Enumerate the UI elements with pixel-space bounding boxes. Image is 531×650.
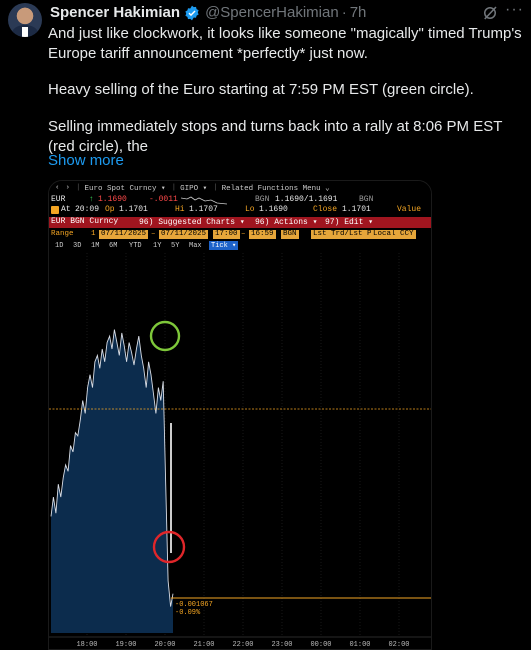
tweet-paragraph-2: Heavy selling of the Euro starting at 7:… — [48, 81, 474, 98]
tf-1y[interactable]: 1Y — [153, 242, 162, 250]
currency-field[interactable]: Local CCY — [371, 230, 416, 239]
terminal-toolbar: ‹ › | Euro Spot Curncy ▾ | GIPO ▾ | Rela… — [49, 181, 431, 194]
high-value: 1.1707 — [189, 205, 218, 214]
security-label: EUR BGN Curncy — [51, 217, 119, 226]
tick-selector[interactable]: Tick ▾ — [209, 241, 239, 250]
function-menu-bar: EUR BGN Curncy 96) Suggested Charts ▾ 96… — [49, 217, 431, 228]
x-tick-label: 01:00 — [349, 641, 370, 649]
up-arrow-icon: ↑ — [89, 195, 94, 204]
show-more-link[interactable]: Show more — [48, 152, 124, 169]
tweet-paragraph-1: And just like clockwork, it looks like s… — [48, 25, 522, 62]
tf-3d[interactable]: 3D — [73, 242, 82, 250]
x-tick-label: 22:00 — [232, 641, 253, 649]
tf-1d[interactable]: 1D — [55, 242, 64, 250]
x-tick-label: 20:00 — [154, 641, 175, 649]
quote-source-2: BGN — [359, 195, 374, 204]
x-tick-label: 00:00 — [310, 641, 331, 649]
end-time-field[interactable]: 16:59 — [249, 230, 276, 239]
price-type-field[interactable]: Lst Trd/Lst Pr — [311, 230, 379, 239]
timeframe-bar: 1D 3D 1M 6M YTD 1Y 5Y Max Tick ▾ — [49, 241, 431, 251]
range-one: 1 — [91, 230, 96, 238]
at-label: At — [61, 205, 71, 214]
price-line — [50, 329, 174, 607]
separator-dot: · — [341, 4, 347, 21]
quote-line-1: EUR ↑ 1.1690 -.0011 BGN 1.1690/1.1691 BG… — [49, 195, 431, 205]
quote-source: BGN — [255, 195, 270, 204]
tab-function[interactable]: GIPO ▾ — [180, 184, 208, 193]
tab-related-functions[interactable]: Related Functions Menu ⌄ — [221, 184, 330, 193]
back-icon[interactable]: ‹ — [55, 183, 60, 192]
x-tick-label: 21:00 — [193, 641, 214, 649]
edit-menu[interactable]: 97) Edit ▾ — [325, 218, 374, 227]
red-circle-marker — [152, 530, 186, 564]
range-label: Range — [51, 230, 74, 238]
price-chart[interactable]: -0.001067 -0.09% 18:00 19:00 20:00 21:00 22:… — [49, 253, 432, 650]
tf-6m[interactable]: 6M — [109, 242, 118, 250]
quote-line-2: At 20:09 Op 1.1701 Hi 1.1707 Lo 1.1690 C… — [49, 205, 431, 216]
value-label: Value — [397, 205, 422, 214]
last-price: 1.1690 — [98, 195, 127, 204]
low-label: Lo — [245, 205, 255, 214]
tweet-time[interactable]: 7h — [349, 4, 367, 21]
grok-icon[interactable] — [481, 4, 499, 22]
tab-security[interactable]: Euro Spot Curncy ▾ — [84, 184, 166, 193]
x-tick-label: 23:00 — [271, 641, 292, 649]
sparkline-icon — [181, 196, 227, 205]
high-label: Hi — [175, 205, 185, 214]
ticker: EUR — [51, 195, 66, 204]
author-row: Spencer Hakimian @SpencerHakimian · 7h — [50, 4, 366, 21]
net-change: -.0011 — [149, 195, 178, 204]
start-time-field[interactable]: 17:00 — [213, 230, 240, 239]
lock-icon — [51, 206, 59, 214]
source-field[interactable]: BGN — [281, 230, 299, 239]
at-time: 20:09 — [75, 205, 100, 214]
green-circle-marker — [149, 320, 181, 352]
actions-menu[interactable]: 96) Actions ▾ — [255, 218, 318, 227]
pct-annotation: -0.09% — [175, 609, 201, 617]
end-date-field[interactable]: 07/11/2025 — [159, 230, 209, 239]
x-tick-label: 19:00 — [115, 641, 136, 649]
suggested-charts-menu[interactable]: 96) Suggested Charts ▾ — [139, 218, 245, 227]
tf-ytd[interactable]: YTD — [129, 242, 142, 250]
start-date-field[interactable]: 07/11/2025 — [99, 230, 149, 239]
open-value: 1.1701 — [119, 205, 148, 214]
verified-badge-icon — [185, 5, 199, 20]
more-options-icon[interactable]: ··· — [505, 1, 524, 18]
author-handle[interactable]: @SpencerHakimian — [205, 4, 339, 21]
tf-1m[interactable]: 1M — [91, 242, 100, 250]
bloomberg-screenshot[interactable]: ‹ › | Euro Spot Curncy ▾ | GIPO ▾ | Rela… — [48, 180, 432, 650]
low-value: 1.1690 — [259, 205, 288, 214]
change-annotation: -0.001067 — [175, 601, 213, 609]
avatar[interactable] — [8, 3, 42, 37]
tf-max[interactable]: Max — [189, 242, 202, 250]
tweet-paragraph-3: Selling immediately stops and turns back… — [48, 118, 503, 155]
open-label: Op — [105, 205, 115, 214]
forward-icon[interactable]: › — [65, 183, 71, 192]
author-name[interactable]: Spencer Hakimian — [50, 4, 181, 21]
close-label: Close — [313, 205, 338, 214]
close-value: 1.1701 — [342, 205, 371, 214]
x-tick-label: 18:00 — [76, 641, 97, 649]
tf-5y[interactable]: 5Y — [171, 242, 180, 250]
range-bar: Range 1 07/11/2025 – 07/11/2025 17:00 – … — [51, 230, 416, 239]
price-area — [51, 329, 173, 633]
x-tick-label: 02:00 — [388, 641, 409, 649]
bid-ask: 1.1690/1.1691 — [275, 195, 338, 204]
